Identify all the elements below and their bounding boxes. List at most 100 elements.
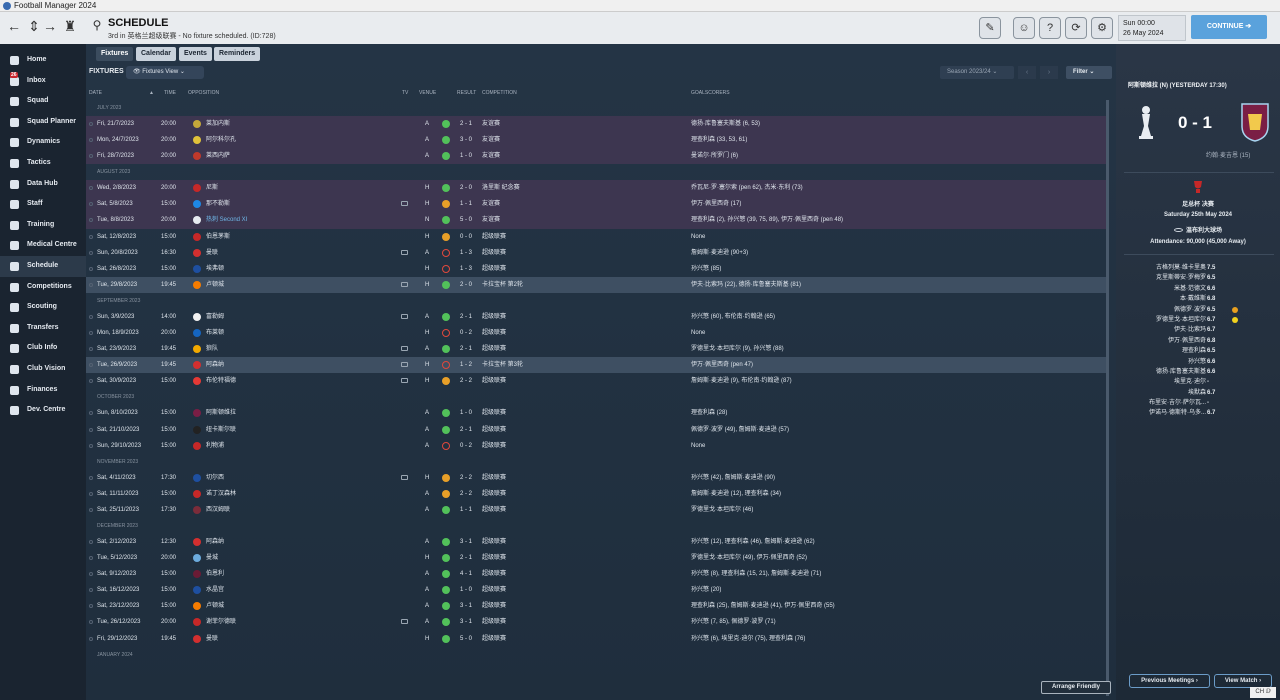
fixture-row[interactable]: Tue, 26/9/2023 19:45 阿森纳 H 1 - 2 卡拉宝杯 第3轮 伊万·佩… — [86, 357, 1108, 374]
sidebar-item-scouting[interactable]: Scouting — [0, 297, 86, 318]
player-rating-row[interactable]: 伊夫·比索玛 6.7 — [1126, 325, 1276, 335]
fixture-competition[interactable]: 友谊赛 — [482, 121, 501, 127]
fixture-row[interactable]: Sat, 5/8/2023 15:00 那不勒斯 H 1 - 1 友谊赛 伊万·佩里西奇 (… — [86, 196, 1108, 213]
help-icon[interactable]: ? — [1039, 17, 1061, 39]
sidebar-item-medical-centre[interactable]: Medical Centre — [0, 235, 86, 256]
fixture-opposition[interactable]: 水晶宫 — [206, 587, 225, 594]
fixture-opposition[interactable]: 伯恩利 — [206, 571, 225, 578]
reminder-dot-icon[interactable] — [89, 314, 93, 319]
col-competition[interactable]: COMPETITION — [482, 90, 517, 96]
fixture-opposition[interactable]: 卢顿城 — [206, 603, 225, 610]
reminder-dot-icon[interactable] — [89, 234, 93, 239]
reminder-dot-icon[interactable] — [89, 620, 93, 625]
search-icon[interactable]: ⚲ — [92, 18, 102, 32]
fixture-score[interactable]: 2 - 2 — [460, 378, 473, 385]
fixture-score[interactable]: 3 - 0 — [460, 137, 473, 144]
player-rating-row[interactable]: 佩德罗·波罗 6.5 — [1126, 305, 1276, 315]
fixture-competition[interactable]: 超级联赛 — [482, 571, 507, 578]
history-icon[interactable]: ⇕ — [28, 18, 40, 34]
fixture-row[interactable]: Sat, 23/12/2023 15:00 卢顿城 A 3 - 1 超级联赛 理查利森 (2… — [86, 598, 1108, 614]
fixture-score[interactable]: 1 - 1 — [460, 201, 473, 208]
reminder-dot-icon[interactable] — [89, 363, 93, 368]
fixture-score[interactable]: 1 - 2 — [460, 362, 473, 369]
sidebar-item-club-vision[interactable]: Club Vision — [0, 359, 86, 380]
view-match-button[interactable]: View Match › — [1214, 674, 1272, 688]
fixture-opposition[interactable]: 阿斯顿维拉 — [206, 410, 237, 417]
reminder-dot-icon[interactable] — [89, 266, 93, 271]
fixture-competition[interactable]: 卡拉宝杯 第2轮 — [482, 281, 524, 288]
fixture-competition[interactable]: 超级联赛 — [482, 506, 507, 513]
player-rating-row[interactable]: 古格列莫·维卡里奥 7.5 — [1126, 263, 1276, 273]
fixture-competition[interactable]: 超级联赛 — [482, 474, 507, 481]
next-page-icon[interactable]: › — [1040, 66, 1058, 79]
fixture-row[interactable]: Sat, 2/12/2023 12:30 阿森纳 A 3 - 1 超级联赛 孙兴慜 (12)… — [86, 534, 1108, 550]
fixture-row[interactable]: Mon, 24/7/2023 20:00 阿尔科尔孔 A 3 - 0 友谊赛 理查利森 (3… — [86, 132, 1108, 149]
col-tv[interactable]: TV — [402, 90, 409, 96]
reminder-dot-icon[interactable] — [89, 539, 93, 544]
fixture-row[interactable]: Sun, 8/10/2023 15:00 阿斯顿维拉 A 1 - 0 超级联赛 理查利森 (… — [86, 405, 1108, 421]
fixture-opposition[interactable]: 曼联 — [206, 635, 219, 642]
fixture-score[interactable]: 3 - 1 — [460, 538, 473, 545]
fixture-row[interactable]: Sat, 21/10/2023 15:00 纽卡斯尔联 A 2 - 1 超级联赛 佩德罗·波… — [86, 422, 1108, 438]
fixture-row[interactable]: Tue, 29/8/2023 19:45 卢顿城 H 2 - 0 卡拉宝杯 第2轮 伊夫·比… — [86, 276, 1108, 293]
fixture-score[interactable]: 1 - 1 — [460, 506, 473, 513]
reminder-dot-icon[interactable] — [89, 604, 93, 609]
fixture-opposition[interactable]: 曼联 — [206, 249, 219, 256]
reminder-dot-icon[interactable] — [89, 202, 93, 207]
col-opposition[interactable]: OPPOSITION — [188, 90, 220, 96]
fixture-row[interactable]: Wed, 2/8/2023 20:00 尼斯 H 2 - 0 洛里斯 纪念赛 乔瓦尼·罗·塞… — [86, 180, 1108, 197]
reminder-dot-icon[interactable] — [89, 154, 93, 159]
sidebar-item-data-hub[interactable]: Data Hub — [0, 174, 86, 195]
fixture-score[interactable]: 5 - 0 — [460, 635, 473, 642]
tab-reminders[interactable]: Reminders — [214, 47, 261, 61]
reminder-dot-icon[interactable] — [89, 186, 93, 191]
fixture-competition[interactable]: 友谊赛 — [482, 153, 501, 160]
fixture-score[interactable]: 2 - 1 — [460, 346, 473, 353]
fixture-opposition[interactable]: 阿森纳 — [206, 362, 225, 369]
player-rating-row[interactable]: 布里安·吉尔·萨尔瓦... - — [1126, 398, 1276, 408]
player-rating-row[interactable]: 本·戴维斯 6.8 — [1126, 294, 1276, 304]
last-match-competition[interactable]: 足总杯 决赛 — [1182, 202, 1214, 208]
reminder-dot-icon[interactable] — [89, 347, 93, 352]
tab-calendar[interactable]: Calendar — [136, 47, 176, 61]
tab-events[interactable]: Events — [179, 47, 212, 61]
fixture-row[interactable]: Tue, 8/8/2023 20:00 热刺 Second XI N 5 - 0 友谊赛 理… — [86, 212, 1108, 229]
reminder-dot-icon[interactable] — [89, 122, 93, 126]
fixture-row[interactable]: Fri, 21/7/2023 20:00 莱加内斯 A 2 - 1 友谊赛 德扬·库鲁塞夫斯… — [86, 116, 1108, 133]
fixture-score[interactable]: 2 - 1 — [460, 555, 473, 562]
edit-icon[interactable]: ✎ — [979, 17, 1001, 39]
fixture-score[interactable]: 0 - 2 — [460, 330, 473, 337]
fixture-opposition[interactable]: 那不勒斯 — [206, 201, 231, 208]
col-result[interactable]: RESULT — [457, 90, 477, 96]
fixture-opposition[interactable]: 莱加内斯 — [206, 121, 231, 127]
fixture-score[interactable]: 2 - 0 — [460, 185, 473, 192]
continue-button[interactable]: CONTINUE ➔ — [1191, 15, 1267, 39]
fixture-opposition[interactable]: 曼城 — [206, 555, 219, 562]
player-rating-row[interactable]: 伊诺马·德斯特·乌多... 6.7 — [1126, 408, 1276, 418]
previous-meetings-button[interactable]: Previous Meetings › — [1129, 674, 1210, 688]
forward-icon[interactable]: → — [43, 18, 57, 34]
reminder-dot-icon[interactable] — [89, 138, 93, 143]
sidebar-item-transfers[interactable]: Transfers — [0, 318, 86, 339]
sidebar-item-squad[interactable]: Squad — [0, 91, 86, 112]
fixture-row[interactable]: Sun, 29/10/2023 15:00 利物浦 A 0 - 2 超级联赛 None — [86, 438, 1108, 454]
sidebar-item-finances[interactable]: Finances — [0, 380, 86, 401]
season-dropdown[interactable]: Season 2023/24 ⌄ — [940, 66, 1014, 79]
fixture-opposition[interactable]: 莱西内萨 — [206, 153, 231, 160]
fixture-competition[interactable]: 超级联赛 — [482, 490, 507, 497]
fixture-row[interactable]: Sat, 12/8/2023 15:00 伯恩茅斯 H 0 - 0 超级联赛 None — [86, 229, 1108, 245]
fixture-row[interactable]: Sat, 30/9/2023 15:00 布伦特福德 H 2 - 2 超级联赛 詹姆斯·麦迪… — [86, 373, 1108, 389]
reminder-dot-icon[interactable] — [89, 250, 93, 255]
arrange-friendly-button[interactable]: Arrange Friendly — [1041, 681, 1111, 694]
fixture-row[interactable]: Sat, 4/11/2023 17:30 切尔西 H 2 - 2 超级联赛 孙兴慜 (42)… — [86, 470, 1108, 486]
player-rating-row[interactable]: 孙兴慜 6.6 — [1126, 357, 1276, 367]
fixture-row[interactable]: Sun, 3/9/2023 14:00 富勒姆 A 2 - 1 超级联赛 孙兴慜 (60),… — [86, 309, 1108, 325]
fixture-row[interactable]: Tue, 26/12/2023 20:00 谢菲尔德联 A 3 - 1 超级联赛 孙兴慜 (… — [86, 614, 1108, 630]
reminder-dot-icon[interactable] — [89, 218, 93, 223]
fixture-competition[interactable]: 超级联赛 — [482, 603, 507, 610]
fixture-competition[interactable]: 友谊赛 — [482, 201, 501, 208]
fixture-row[interactable]: Sat, 25/11/2023 17:30 西汉姆联 A 1 - 1 超级联赛 罗德里戈·本… — [86, 502, 1108, 518]
fixture-score[interactable]: 2 - 0 — [460, 281, 473, 288]
fixture-score[interactable]: 1 - 0 — [460, 410, 473, 417]
fixture-competition[interactable]: 超级联赛 — [482, 378, 507, 385]
